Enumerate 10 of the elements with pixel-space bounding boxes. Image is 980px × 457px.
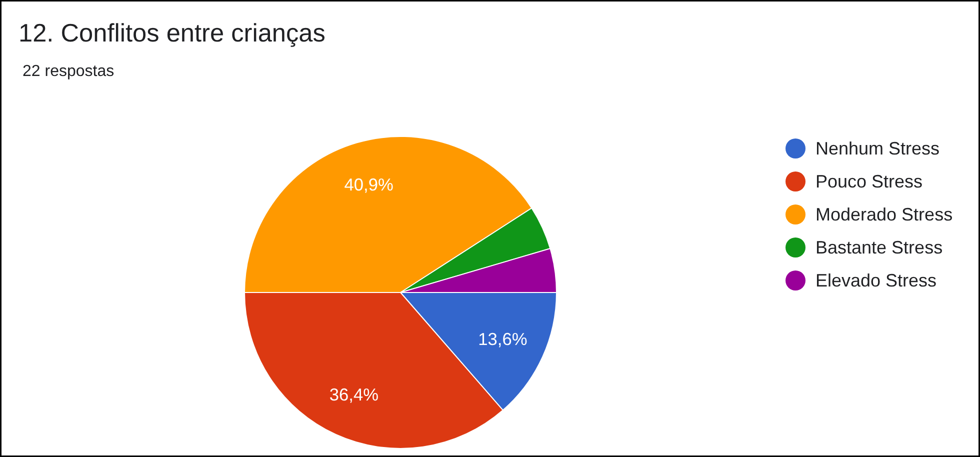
legend-label: Bastante Stress [816,238,943,258]
legend-label: Pouco Stress [816,172,923,192]
data-label: 36,4% [329,384,379,405]
data-label: 13,6% [478,329,528,350]
text: 22 respostas [22,63,114,80]
data-label: 40,9% [344,174,394,195]
legend-label: Elevado Stress [816,270,937,290]
chart-title: 12. Conflitos entre crianças [18,20,326,48]
legend-label: Nenhum Stress [816,138,940,158]
legend-label: Moderado Stress [816,204,953,224]
